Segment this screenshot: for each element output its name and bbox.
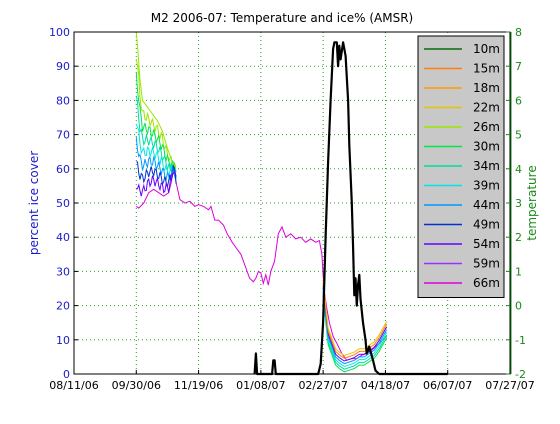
left-axis-tick-label: 0 <box>63 368 70 381</box>
legend-label-44m: 44m <box>473 198 500 212</box>
chart-title: M2 2006-07: Temperature and ice% (AMSR) <box>151 11 413 25</box>
temperature-trace-upper-envelope <box>135 31 177 170</box>
right-axis-tick-label: 0 <box>515 300 522 313</box>
right-axis-tick-label: -2 <box>515 368 526 381</box>
temperature-trace-49m <box>136 161 177 188</box>
right-axis-tick-label: 4 <box>515 163 522 176</box>
right-axis-tick-label: 5 <box>515 129 522 142</box>
y-axis-label-right: temperature <box>525 165 539 240</box>
x-axis-tick-label: 02/27/07 <box>298 379 347 392</box>
temperature-trace-spring-44m <box>322 288 388 365</box>
legend-label-54m: 54m <box>473 237 500 251</box>
legend: 10m 15m 18m 22m 26m 30m 34m 39m 44m 49m 54m 59m 66m <box>417 35 505 298</box>
temperature-trace-54m <box>136 171 177 197</box>
legend-label-15m: 15m <box>473 62 500 76</box>
left-axis-tick-label: 10 <box>56 334 70 347</box>
temperature-trace-spring-22m <box>322 280 388 357</box>
right-axis-tick-label: 8 <box>515 26 522 39</box>
right-axis-tick-label: 2 <box>515 231 522 244</box>
right-axis: -2 -1 0 1 2 3 4 5 6 7 8 <box>506 26 526 381</box>
legend-label-22m: 22m <box>473 101 500 115</box>
legend-label-66m: 66m <box>473 276 500 290</box>
temperature-trace-26m <box>135 58 177 171</box>
legend-label-10m: 10m <box>473 42 500 56</box>
temperature-trace-spring-30m <box>322 296 388 373</box>
legend-label-34m: 34m <box>473 159 500 173</box>
temperature-trace-spring-54m <box>322 285 388 362</box>
left-axis: 0 10 20 30 40 50 60 70 80 90 100 <box>49 26 78 381</box>
temperature-trace-spring-34m <box>322 293 388 370</box>
x-axis-tick-label: 01/08/07 <box>236 379 285 392</box>
left-axis-tick-label: 100 <box>49 26 70 39</box>
x-axis-tick-label: 07/27/07 <box>485 379 534 392</box>
right-axis-tick-label: 3 <box>515 197 522 210</box>
left-axis-tick-label: 30 <box>56 265 70 278</box>
x-axis-tick-label: 11/19/06 <box>174 379 223 392</box>
x-axis-tick-label: 08/11/06 <box>49 379 98 392</box>
legend-label-30m: 30m <box>473 140 500 154</box>
temperature-trace-39m <box>135 124 177 178</box>
legend-label-26m: 26m <box>473 120 500 134</box>
left-axis-tick-label: 70 <box>56 129 70 142</box>
legend-label-18m: 18m <box>473 81 500 95</box>
left-axis-tick-label: 90 <box>56 60 70 73</box>
right-axis-tick-label: 6 <box>515 94 522 107</box>
right-axis-tick-label: 7 <box>515 60 522 73</box>
y-axis-label-left: percent ice cover <box>27 151 41 255</box>
x-axis-tick-label: 06/07/07 <box>423 379 472 392</box>
x-axis-tick-label: 04/18/07 <box>361 379 410 392</box>
temperature-trace-spring-15m <box>322 282 388 359</box>
x-axis: 08/11/06 09/30/06 11/19/06 01/08/07 02/27/07… <box>49 370 535 392</box>
left-axis-tick-label: 40 <box>56 231 70 244</box>
left-axis-tick-label: 80 <box>56 94 70 107</box>
x-axis-tick-label: 09/30/06 <box>112 379 161 392</box>
temperature-trace-66m <box>136 168 388 361</box>
temperature-trace-34m <box>135 95 177 179</box>
legend-label-39m: 39m <box>473 179 500 193</box>
left-axis-tick-label: 60 <box>56 163 70 176</box>
legend-label-49m: 49m <box>473 218 500 232</box>
right-axis-tick-label: -1 <box>515 334 526 347</box>
left-axis-tick-label: 20 <box>56 300 70 313</box>
left-axis-tick-label: 50 <box>56 197 70 210</box>
temperature-trace-spring-39m <box>322 291 388 368</box>
right-axis-tick-label: 1 <box>515 265 522 278</box>
legend-label-59m: 59m <box>473 257 500 271</box>
